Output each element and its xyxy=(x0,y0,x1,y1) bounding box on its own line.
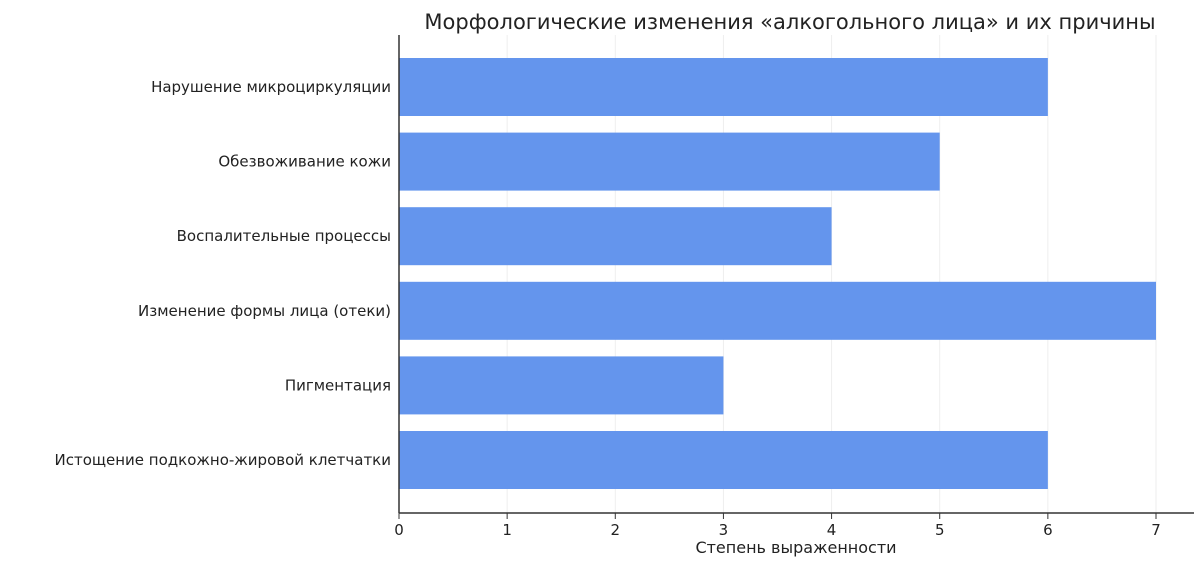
bar xyxy=(399,132,940,191)
y-tick-label: Нарушение микроциркуляции xyxy=(151,78,391,96)
x-tick-label: 7 xyxy=(1151,521,1161,539)
bar xyxy=(399,207,832,266)
y-tick-label: Пигментация xyxy=(285,376,391,394)
bar xyxy=(399,356,724,415)
x-tick-label: 5 xyxy=(935,521,945,539)
y-tick-label: Истощение подкожно-жировой клетчатки xyxy=(54,451,391,469)
bar xyxy=(399,431,1048,489)
bar xyxy=(399,281,1156,340)
x-axis-label: Степень выраженности xyxy=(695,538,896,557)
x-tick-label: 4 xyxy=(827,521,837,539)
y-tick-label: Воспалительные процессы xyxy=(177,227,391,245)
chart-title: Морфологические изменения «алкогольного … xyxy=(424,10,1155,34)
x-tick-label: 6 xyxy=(1043,521,1053,539)
bar xyxy=(399,58,1048,116)
x-tick-label: 1 xyxy=(502,521,512,539)
x-tick-label: 2 xyxy=(611,521,621,539)
x-tick-label: 3 xyxy=(719,521,729,539)
x-tick-label: 0 xyxy=(394,521,404,539)
y-tick-label: Обезвоживание кожи xyxy=(218,153,391,171)
y-tick-label: Изменение формы лица (отеки) xyxy=(138,302,391,320)
